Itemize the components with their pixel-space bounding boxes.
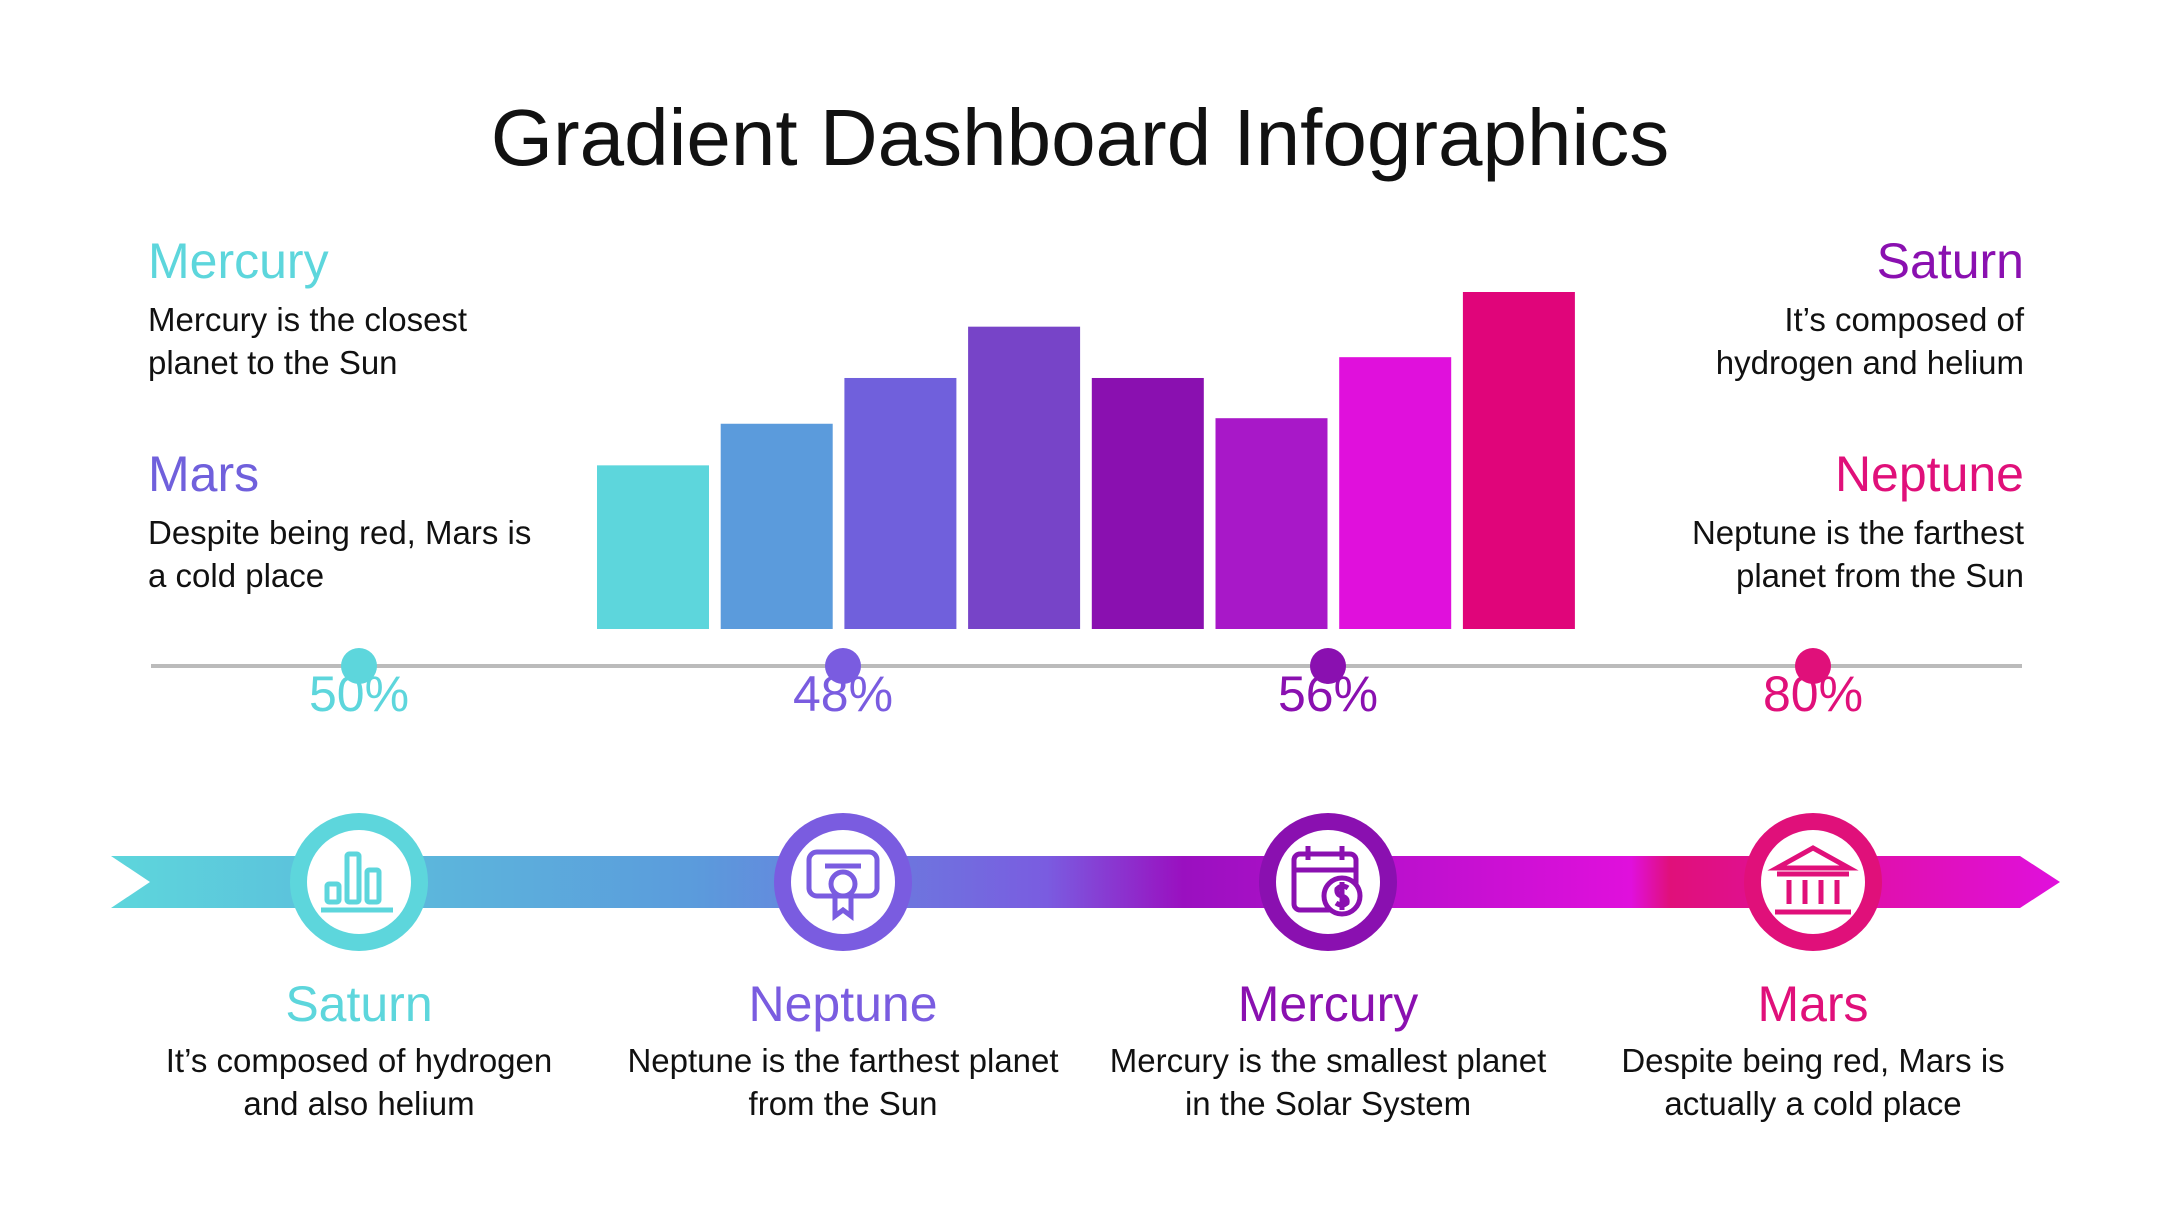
bar (1339, 357, 1452, 629)
note-heading: Mars (148, 446, 260, 502)
percent: 50% (308, 666, 410, 722)
percent: 56% (1277, 666, 1379, 722)
timeline-item: Neptune Neptune is the farthest planet fr… (618, 975, 1068, 1125)
timeline-heading: Saturn (285, 976, 433, 1032)
timeline-dot (825, 648, 861, 684)
timeline-dot (1795, 648, 1831, 684)
icon-face (791, 830, 895, 934)
bar (597, 465, 709, 629)
icon (806, 849, 880, 921)
title: Gradient Dashboard Infographics (490, 93, 1670, 182)
timeline-text: It’s composed of hydrogen and also heliu… (165, 1042, 553, 1122)
icon (1291, 846, 1363, 917)
timeline-item: Mars Despite being red, Mars is actually … (1588, 975, 2038, 1125)
bar (1091, 377, 1204, 629)
timeline-heading: Mercury (1237, 976, 1419, 1032)
timeline-item: Mercury Mercury is the smallest planet in… (1103, 975, 1553, 1125)
timeline-heading: Mars (1757, 976, 1869, 1032)
note-text: Despite being red, Mars is a cold place (148, 514, 532, 594)
bar (844, 377, 957, 629)
note-heading: Saturn (1876, 233, 2024, 289)
timeline-dot (1310, 648, 1346, 684)
timeline-heading: Neptune (748, 976, 938, 1032)
note-text: Neptune is the farthest planet from the … (1691, 514, 2024, 594)
icon (321, 851, 393, 913)
timeline-text: Mercury is the smallest planet in the So… (1109, 1042, 1547, 1122)
percent: 80% (1762, 666, 1864, 722)
side-note: Mercury Mercury is the closest planet to … (148, 232, 548, 384)
icon (1767, 845, 1859, 915)
note-text: It’s composed of hydrogen and helium (1715, 301, 2024, 381)
side-note: Mars Despite being red, Mars is a cold pl… (148, 445, 548, 597)
bar (1215, 418, 1328, 629)
note-text: Mercury is the closest planet to the Sun (148, 301, 468, 381)
icon-face (1761, 830, 1865, 934)
timeline-item: Saturn It’s composed of hydrogen and also… (134, 975, 584, 1125)
timeline-dot (341, 648, 377, 684)
note-heading: Mercury (148, 233, 329, 289)
bar (1462, 292, 1575, 629)
timeline-text: Neptune is the farthest planet from the … (627, 1042, 1059, 1122)
timeline-text: Despite being red, Mars is actually a co… (1621, 1042, 2005, 1122)
side-note: Saturn It’s composed of hydrogen and heli… (1654, 232, 2024, 384)
arrow-band (111, 856, 2060, 908)
note-heading: Neptune (1834, 446, 2024, 502)
side-note: Neptune Neptune is the farthest planet fr… (1654, 445, 2024, 597)
percent: 48% (792, 666, 894, 722)
bar (968, 326, 1081, 629)
bar (720, 423, 833, 629)
